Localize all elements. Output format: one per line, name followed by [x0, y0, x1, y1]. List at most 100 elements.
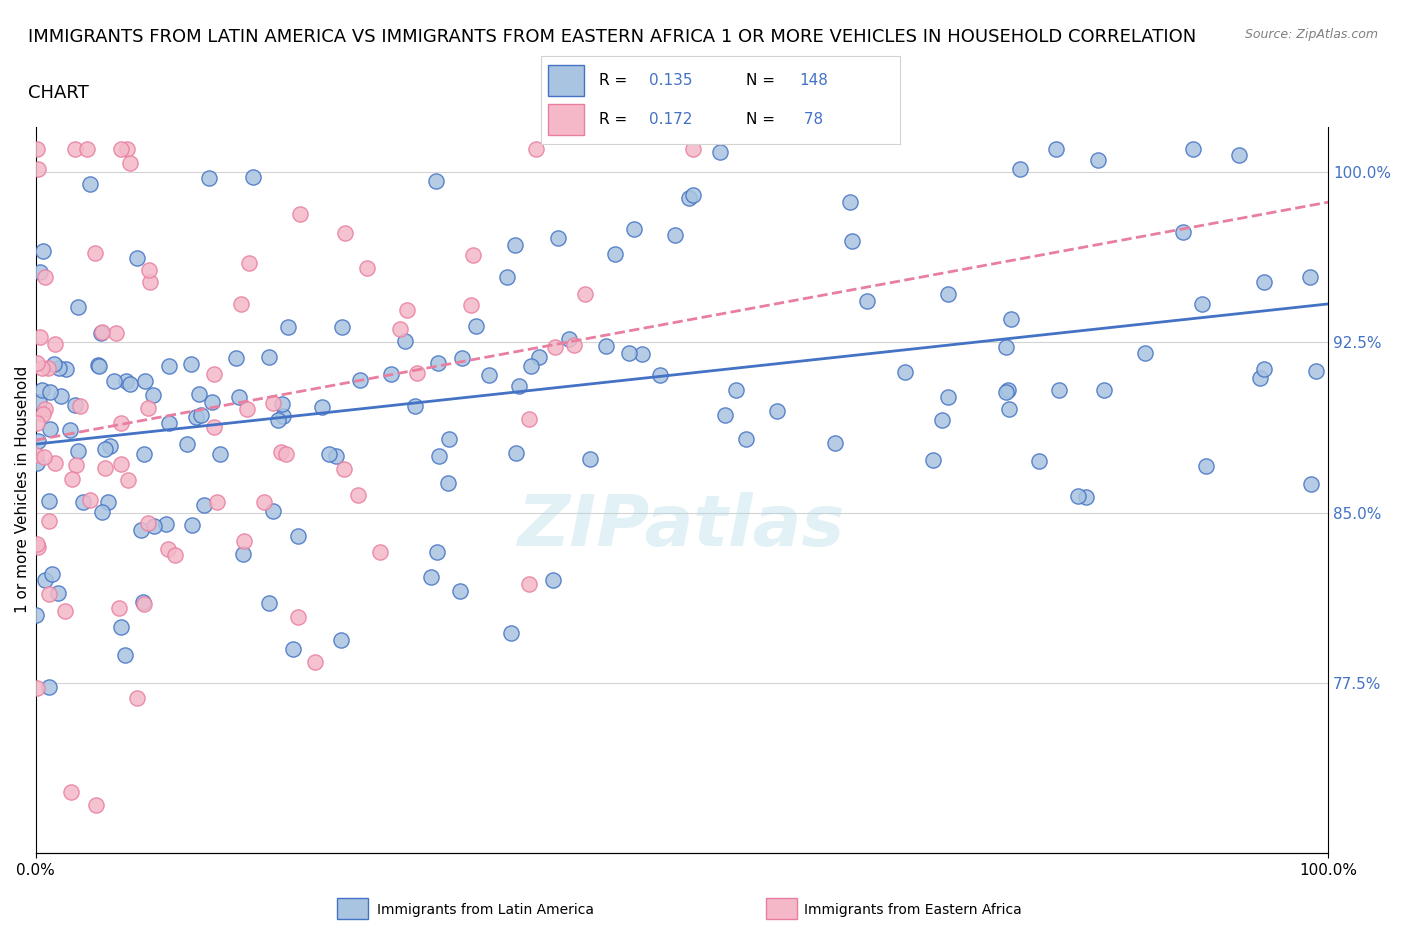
Point — [425, 174, 447, 189]
Point — [228, 390, 250, 405]
Point — [134, 374, 156, 389]
Point — [631, 347, 654, 362]
Point — [142, 518, 165, 533]
Point — [449, 583, 471, 598]
Point — [69, 399, 91, 414]
Point — [46, 586, 69, 601]
Point — [564, 338, 586, 352]
Point — [103, 373, 125, 388]
Text: R =: R = — [599, 73, 631, 88]
Point — [165, 548, 187, 563]
Text: N =: N = — [745, 73, 779, 88]
Point — [186, 410, 208, 425]
Y-axis label: 1 or more Vehicles in Household: 1 or more Vehicles in Household — [15, 366, 30, 614]
Point — [157, 359, 180, 374]
Point — [24, 448, 46, 463]
Point — [207, 495, 229, 510]
Point — [25, 680, 48, 695]
Point — [110, 416, 132, 431]
Point — [31, 382, 53, 397]
Point — [30, 330, 52, 345]
Point — [55, 362, 77, 377]
Point — [519, 577, 541, 591]
Point — [938, 390, 960, 405]
Point — [25, 537, 48, 551]
Point — [257, 350, 280, 365]
Point — [76, 142, 98, 157]
Point — [79, 492, 101, 507]
Point — [32, 406, 55, 421]
Point — [204, 366, 226, 381]
Point — [856, 294, 879, 309]
Point — [262, 396, 284, 411]
Point — [1299, 476, 1322, 491]
Point — [1253, 362, 1275, 377]
Point — [232, 546, 254, 561]
Point — [193, 498, 215, 512]
Point — [380, 366, 402, 381]
Point — [28, 264, 51, 279]
Point — [37, 361, 59, 376]
Point — [426, 545, 449, 560]
Point — [1067, 488, 1090, 503]
Point — [84, 246, 107, 260]
Point — [187, 386, 209, 401]
Point — [34, 450, 56, 465]
Point — [349, 373, 371, 388]
Point — [93, 441, 115, 456]
Point — [31, 244, 53, 259]
Point — [180, 356, 202, 371]
Point — [463, 247, 485, 262]
Point — [238, 256, 260, 271]
Point — [1028, 454, 1050, 469]
Point — [90, 326, 112, 340]
Point — [86, 358, 108, 373]
Point — [499, 625, 522, 640]
Point — [724, 382, 747, 397]
Point — [34, 402, 56, 417]
Text: N =: N = — [745, 112, 779, 126]
Point — [110, 142, 132, 157]
Point — [395, 302, 418, 317]
Point — [503, 238, 526, 253]
Point — [682, 188, 704, 203]
Point — [157, 416, 180, 431]
Point — [66, 299, 89, 314]
Point — [524, 142, 547, 157]
Text: CHART: CHART — [28, 84, 89, 101]
Point — [59, 785, 82, 800]
Point — [1076, 490, 1098, 505]
Point — [129, 523, 152, 538]
Point — [114, 648, 136, 663]
Point — [333, 225, 356, 240]
Point — [235, 402, 257, 417]
Point — [155, 516, 177, 531]
Point — [527, 350, 550, 365]
Point — [44, 456, 66, 471]
Point — [543, 572, 565, 587]
Point — [734, 432, 756, 446]
Point — [242, 170, 264, 185]
Point — [49, 388, 72, 403]
Point — [1171, 224, 1194, 239]
Point — [1000, 312, 1022, 326]
Point — [347, 487, 370, 502]
Point — [287, 529, 309, 544]
Point — [104, 326, 127, 340]
Point — [936, 286, 959, 301]
Point — [25, 356, 48, 371]
Point — [994, 339, 1017, 354]
Point — [31, 361, 53, 376]
Point — [97, 495, 120, 510]
Point — [60, 472, 83, 486]
Point — [27, 394, 49, 409]
Point — [508, 379, 530, 393]
Point — [90, 504, 112, 519]
Point — [922, 453, 945, 468]
Point — [65, 458, 87, 472]
Text: 0.172: 0.172 — [650, 112, 692, 126]
Point — [253, 495, 276, 510]
Point — [465, 318, 488, 333]
Point — [1008, 162, 1031, 177]
Point — [273, 408, 295, 423]
